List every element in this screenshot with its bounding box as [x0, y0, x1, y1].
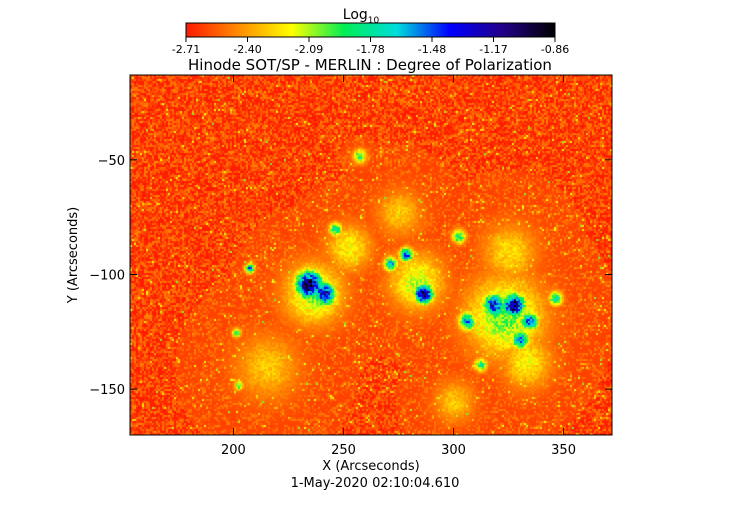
colorbar-tick-label: -2.09	[295, 43, 323, 56]
y-tick-label: −50	[98, 154, 125, 169]
x-tick-label: 300	[441, 443, 466, 458]
y-axis-label: Y (Arcseconds)	[66, 207, 81, 304]
colorbar-tick-label: -1.78	[356, 43, 384, 56]
colorbar-tick-label: -1.17	[479, 43, 507, 56]
plot-area: 200 250 300 350 −50 −100 −150	[89, 74, 613, 458]
y-axis: −50 −100 −150	[89, 154, 612, 398]
x-tick-label: 350	[551, 443, 576, 458]
colorbar-tick-label: -2.71	[172, 43, 200, 56]
y-tick-label: −150	[89, 383, 125, 398]
colorbar-tick-label: -2.40	[233, 43, 261, 56]
colorbar-tick-label: -0.86	[541, 43, 569, 56]
x-axis: 200 250 300 350	[221, 75, 576, 458]
x-axis-label: X (Arcseconds)	[322, 459, 419, 474]
observation-timestamp: 1-May-2020 02:10:04.610	[291, 476, 460, 491]
chart-title: Hinode SOT/SP - MERLIN : Degree of Polar…	[188, 56, 552, 74]
colorbar-tick-label: -1.48	[418, 43, 446, 56]
polarization-heatmap	[130, 75, 612, 435]
y-tick-label: −100	[89, 268, 125, 283]
x-tick-label: 200	[221, 443, 246, 458]
colorbar-label-subscript: 10	[368, 16, 380, 26]
colorbar: -2.71 -2.40 -2.09 -1.78 -1.48 -1.17 -0.86 Log1…	[172, 7, 569, 56]
colorbar-label: Log10	[343, 7, 380, 26]
plot-frame	[129, 74, 613, 436]
colorbar-ticks: -2.71 -2.40 -2.09 -1.78 -1.48 -1.17 -0.86	[172, 37, 569, 56]
x-tick-label: 250	[331, 443, 356, 458]
